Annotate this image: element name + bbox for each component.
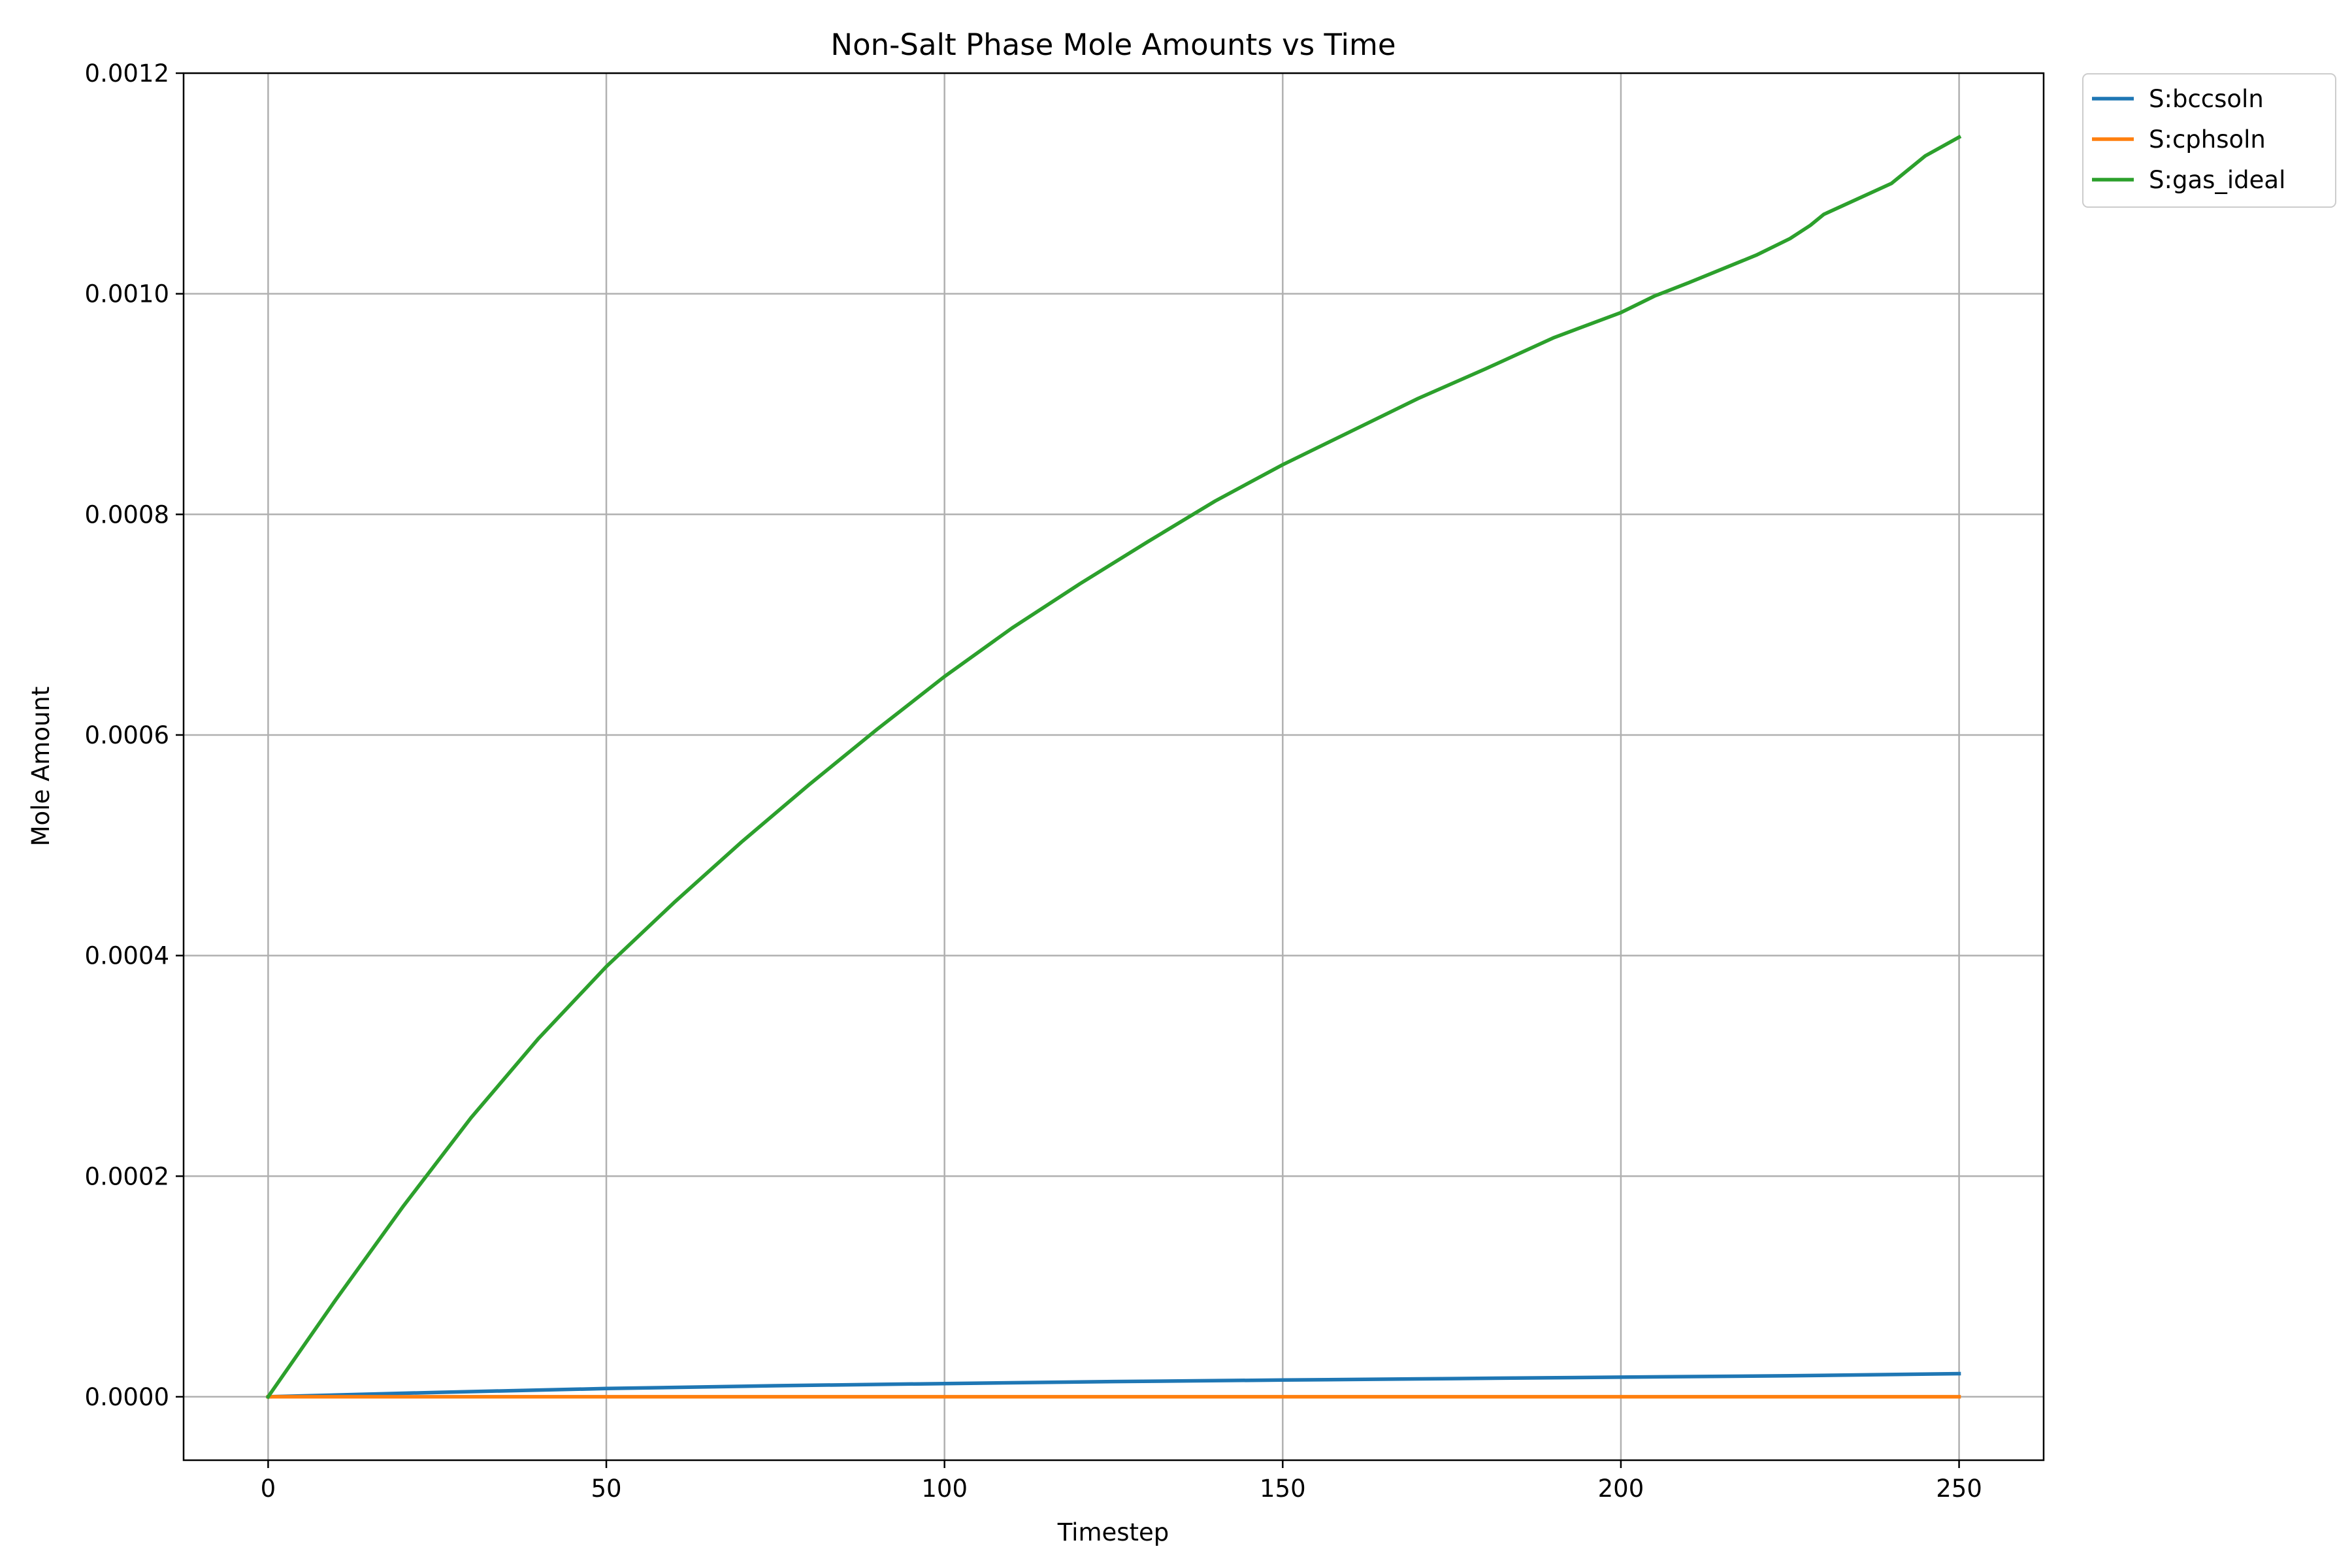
series-line-s-bccsoln — [266, 1371, 1961, 1399]
x-tick-label: 200 — [1598, 1475, 1644, 1503]
x-axis-label: Timestep — [1057, 1518, 1169, 1546]
y-tick-label: 0.0004 — [85, 942, 169, 970]
grid — [184, 72, 2044, 1460]
legend-label: S:bccsoln — [2149, 85, 2264, 113]
x-tick-label: 50 — [591, 1475, 621, 1503]
y-tick-label: 0.0006 — [85, 721, 169, 749]
chart-title: Non-Salt Phase Mole Amounts vs Time — [830, 27, 1396, 62]
x-tick-label: 150 — [1260, 1475, 1306, 1503]
y-tick-label: 0.0008 — [85, 500, 169, 529]
y-tick-label: 0.0012 — [85, 59, 169, 88]
legend: S:bccsoln S:cphsoln S:gas_ideal — [2082, 73, 2336, 208]
y-axis-label: Mole Amount — [27, 687, 55, 847]
y-tick-label: 0.0010 — [85, 280, 169, 308]
x-tick-label: 100 — [921, 1475, 968, 1503]
y-tick-label: 0.0000 — [85, 1383, 169, 1411]
series-line-s-gas-ideal — [265, 135, 1962, 1399]
legend-label: S:cphsoln — [2149, 125, 2266, 154]
y-tick-label: 0.0002 — [85, 1162, 169, 1190]
plot-frame — [182, 72, 2045, 1462]
legend-label: S:gas_ideal — [2149, 166, 2285, 194]
ticks: 0 50 100 150 200 250 0.0000 0.0002 0.0004 0.0006 0… — [85, 59, 1982, 1503]
legend-box — [2082, 73, 2336, 208]
x-tick-label: 250 — [1936, 1475, 1982, 1503]
series-layer — [265, 135, 1962, 1399]
plot-background — [184, 73, 2044, 1460]
x-tick-label: 0 — [261, 1475, 276, 1503]
